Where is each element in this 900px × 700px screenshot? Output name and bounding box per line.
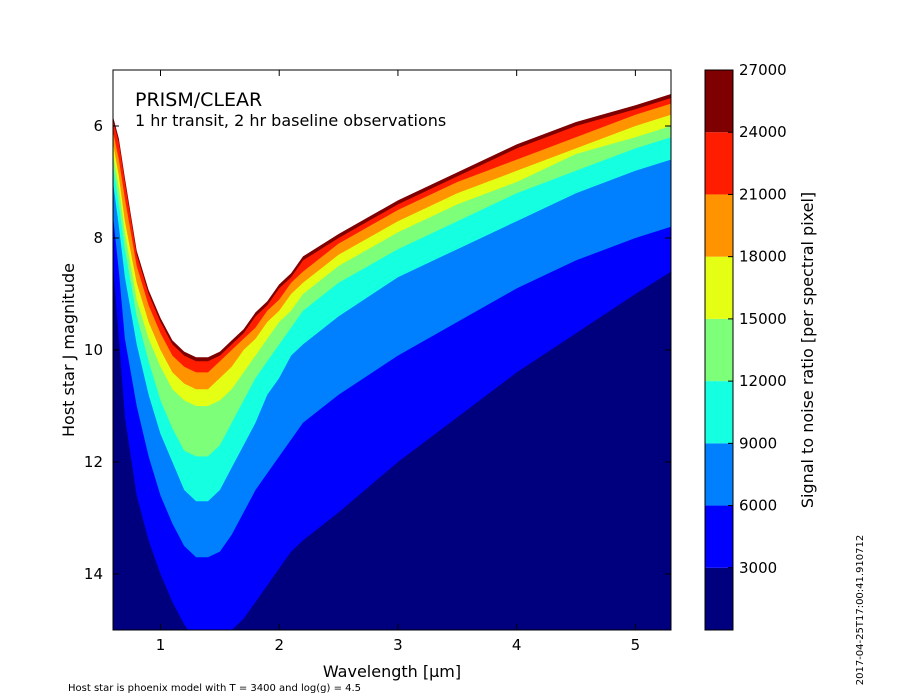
y-axis-label: Host star J magnitude <box>59 263 78 437</box>
colorbar-segment <box>705 381 733 444</box>
colorbar-tick-label: 12000 <box>739 372 787 390</box>
colorbar-label: Signal to noise ratio [per spectral pixe… <box>798 192 817 508</box>
contour-plot-area <box>113 70 671 630</box>
colorbar-tick-label: 27000 <box>739 61 787 79</box>
x-tick-label: 2 <box>274 636 284 654</box>
colorbar-tick-label: 21000 <box>739 185 787 203</box>
x-tick-label: 1 <box>156 636 166 654</box>
colorbar-segment <box>705 256 733 319</box>
colorbar-tick-label: 24000 <box>739 123 787 141</box>
x-axis-label: Wavelength [μm] <box>323 662 461 681</box>
colorbar-frame <box>704 69 734 631</box>
model-footnote: Host star is phoenix model with T = 3400… <box>68 683 361 694</box>
x-tick-label: 4 <box>512 636 522 654</box>
x-axis: 1 2 3 4 5 <box>156 70 640 654</box>
colorbar-tick-label: 18000 <box>739 248 787 266</box>
y-tick-label: 12 <box>84 453 103 471</box>
x-tick-label: 3 <box>393 636 403 654</box>
chart-title: PRISM/CLEAR <box>135 89 262 111</box>
colorbar-segment <box>705 443 733 506</box>
y-tick-label: 6 <box>93 117 103 135</box>
colorbar-tick-label: 6000 <box>739 497 777 515</box>
y-tick-label: 8 <box>93 229 103 247</box>
x-tick-label: 5 <box>631 636 641 654</box>
y-axis: 6 8 10 12 14 <box>84 117 671 583</box>
colorbar-segment <box>705 318 733 382</box>
colorbar-segment <box>705 567 733 630</box>
colorbar-tick-label: 15000 <box>739 310 787 328</box>
colorbar-segment <box>705 505 733 568</box>
y-tick-label: 10 <box>84 341 103 359</box>
colorbar-tick-label: 9000 <box>739 434 777 452</box>
timestamp-label: 2017-04-25T17:00:41.910712 <box>855 535 866 686</box>
colorbar-tick-label: 3000 <box>739 559 777 577</box>
colorbar: 3000 6000 9000 12000 15000 18000 21000 24000 270… <box>704 61 787 631</box>
y-tick-label: 14 <box>84 565 103 583</box>
no-data-region <box>113 70 671 358</box>
colorbar-segment <box>705 70 733 133</box>
colorbar-segment <box>705 194 733 257</box>
colorbar-segment <box>705 132 733 195</box>
chart-subtitle: 1 hr transit, 2 hr baseline observations <box>135 111 446 130</box>
